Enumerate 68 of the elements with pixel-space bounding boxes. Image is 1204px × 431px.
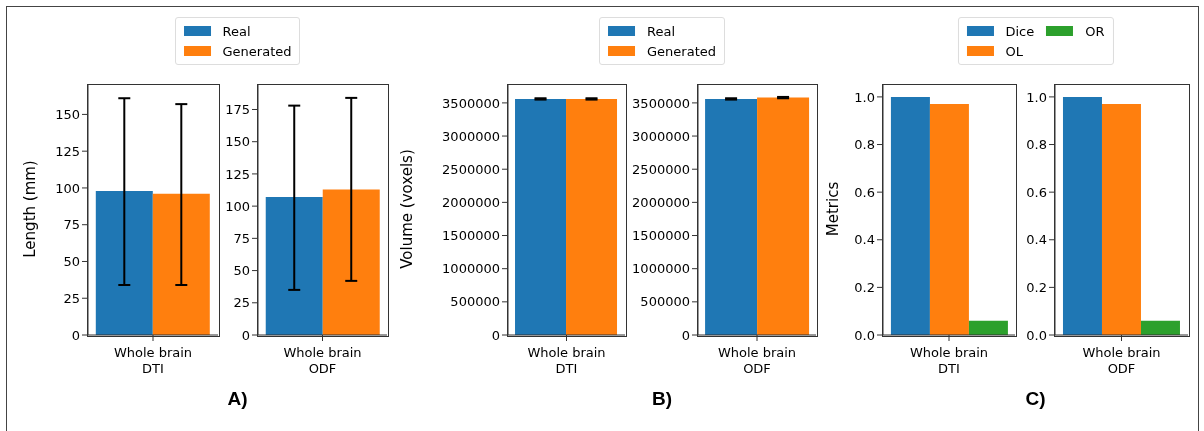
y-axis-title: Volume (voxels) [398,148,416,271]
y-tick-label: 1000000 [442,261,500,277]
y-tick-label: 3500000 [442,95,500,111]
y-tick-label: 0.0 [1026,327,1047,343]
y-tick-label: 0 [241,327,250,343]
y-tick-label: 3500000 [632,95,690,111]
y-tick-label: 0.4 [854,232,875,248]
y-tick-label: 1000000 [632,261,690,277]
y-tick-label: 0 [491,327,500,343]
y-tick-label: 100 [225,198,250,214]
y-tick-label: 25 [63,290,80,306]
bar [1140,320,1180,335]
y-tick-label: 0.4 [1026,232,1047,248]
y-tick-label: 0.8 [1026,137,1047,153]
y-tick-label: 125 [225,166,250,182]
y-tick-label: 75 [63,217,80,233]
bar [890,96,930,335]
y-tick-label: 0.0 [854,327,875,343]
y-tick-label: 2500000 [442,161,500,177]
y-tick-label: 500000 [640,294,690,310]
text: A) [226,388,249,410]
x-tick-label: Whole brain ODF [717,345,797,376]
y-tick-label: 75 [233,230,250,246]
y-axis-title: Metrics [824,180,842,239]
legend-label: Real [647,23,676,39]
bar [1101,104,1141,335]
bar [1062,96,1102,335]
y-tick-label: 3000000 [632,128,690,144]
y-tick-label: 3000000 [442,128,500,144]
y-tick-label: 0 [71,327,80,343]
x-tick-label: Whole brain DTI [527,345,606,376]
legend-label: OR [1085,23,1105,39]
text: C) [1024,388,1047,410]
y-tick-label: 50 [63,254,80,270]
legend-label: OL [1005,43,1023,59]
legend-label: Real [222,23,251,39]
y-tick-label: 2500000 [632,161,690,177]
y-tick-label: 0.6 [1026,184,1047,200]
legend-label: Generated [222,43,292,59]
y-tick-label: 2000000 [442,194,500,210]
x-tick-label: Whole brain DTI [909,345,989,376]
y-tick-label: 50 [233,263,250,279]
y-tick-label: 0 [681,327,690,343]
y-tick-label: 1.0 [854,89,875,105]
y-tick-label: 25 [233,295,250,311]
y-tick-label: 2000000 [632,194,690,210]
y-axis-title: Length (mm) [21,159,39,260]
x-tick-label: Whole brain DTI [113,345,193,376]
bar [929,104,969,335]
bar [968,320,1008,335]
x-tick-label: Whole brain ODF [1082,345,1161,376]
y-tick-label: 1.0 [1026,89,1047,105]
y-tick-label: 150 [55,107,80,123]
y-tick-label: 0.2 [1026,280,1047,295]
y-tick-label: 0.8 [854,137,875,153]
y-tick-label: 175 [225,102,250,118]
y-tick-label: 150 [225,134,250,150]
legend-label: Dice [1005,23,1035,39]
y-tick-label: 1500000 [632,228,690,244]
text: B) [650,388,674,410]
y-tick-label: 0.2 [854,280,875,295]
legend-label: Generated [647,43,716,59]
y-tick-label: 0.6 [854,184,875,200]
y-tick-label: 100 [55,180,80,196]
x-tick-label: Whole brain ODF [283,345,362,376]
y-tick-label: 125 [55,143,80,159]
y-tick-label: 1500000 [442,228,500,244]
y-tick-label: 500000 [450,294,500,310]
